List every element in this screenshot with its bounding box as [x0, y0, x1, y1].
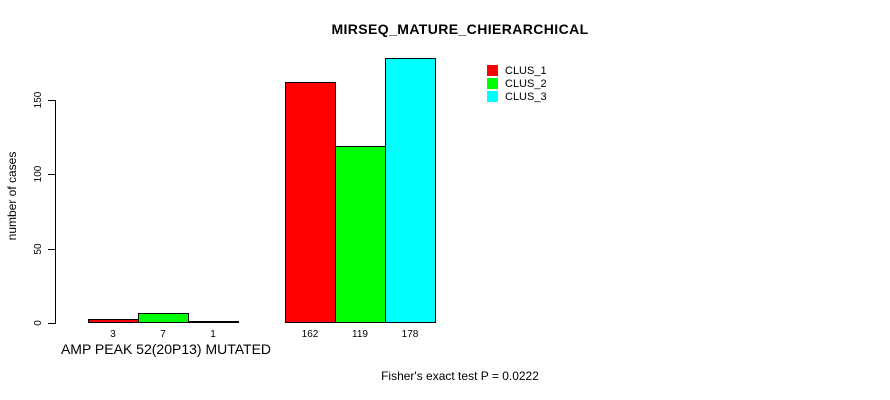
bar-clus_1-group1: [88, 319, 139, 323]
y-axis-tick-label: 50: [33, 243, 44, 255]
bar-value-label: 3: [110, 329, 116, 340]
bar-clus_2-group1: [138, 313, 189, 323]
bar-clus_2-group2: [335, 146, 386, 323]
x-axis-group-label: AMP PEAK 52(20P13) MUTATED: [60, 341, 272, 357]
bar-value-label: 7: [160, 329, 166, 340]
bar-value-label: 119: [352, 329, 368, 340]
y-axis-line: [55, 100, 56, 324]
bar-clus_3-group1: [188, 321, 239, 323]
y-axis-tick: [48, 174, 55, 176]
legend-item-label: CLUS_2: [505, 77, 547, 90]
p-value-annotation: Fisher's exact test P = 0.0222: [381, 369, 539, 383]
y-axis-tick: [48, 100, 55, 101]
bar-value-label: 178: [401, 329, 419, 340]
legend-item-label: CLUS_3: [505, 90, 547, 103]
legend: CLUS_1 CLUS_2 CLUS_3: [487, 64, 547, 103]
y-axis-tick: [48, 248, 55, 250]
legend-swatch-icon: [487, 78, 498, 89]
y-axis-tick-label: 0: [33, 320, 44, 326]
y-axis-tick-label: 100: [33, 165, 44, 183]
bar-clus_1-group2: [285, 82, 336, 323]
legend-item: CLUS_2: [487, 77, 547, 90]
chart-title: MIRSEQ_MATURE_CHIERARCHICAL: [331, 21, 589, 37]
legend-swatch-icon: [487, 65, 498, 76]
legend-item-label: CLUS_1: [505, 64, 547, 77]
bar-value-label: 1: [210, 329, 216, 340]
legend-item: CLUS_3: [487, 90, 547, 103]
legend-swatch-icon: [487, 91, 498, 102]
y-axis-tick: [48, 323, 55, 324]
y-axis-tick-label: 150: [33, 91, 44, 109]
legend-item: CLUS_1: [487, 64, 547, 77]
bar-clus_3-group2: [385, 58, 436, 323]
bar-value-label: 162: [301, 329, 319, 340]
